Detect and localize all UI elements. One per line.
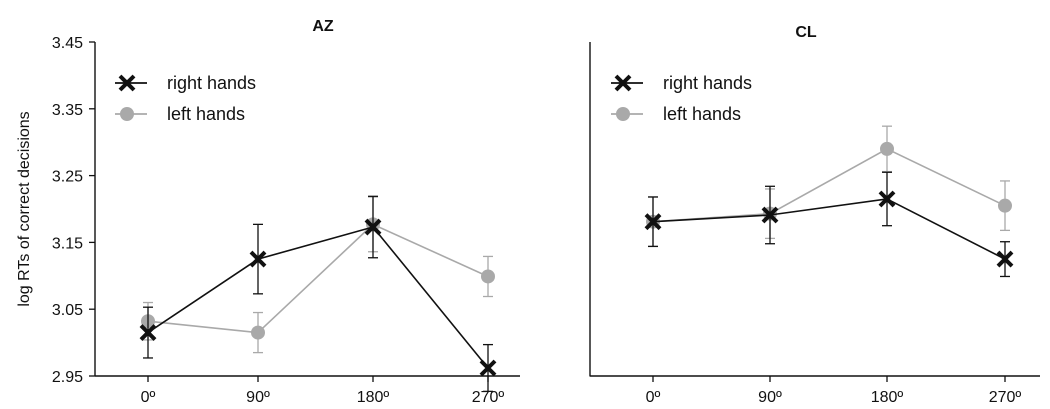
data-point [878, 190, 896, 208]
y-axis-label: log RTs of correct decisions [16, 111, 33, 306]
data-point [481, 269, 495, 284]
x-tick-label: 270º [989, 389, 1022, 406]
series-line-1 [652, 147, 1006, 223]
legend-marker-1 [616, 107, 630, 121]
legend-marker-0 [614, 74, 632, 92]
y-tick-label: 3.15 [52, 235, 83, 252]
x-tick-label: 180º [871, 389, 904, 406]
y-tick-label: 3.35 [52, 102, 83, 119]
panel-cl: 0º 90º 180º 270º CL right hands left hands [589, 24, 1040, 406]
y-tick-label: 3.25 [52, 169, 83, 186]
data-point [364, 218, 382, 236]
panel-az: 3.45 3.35 3.25 3.15 3.05 2.95 0º 90º 180º 270º AZ l… [16, 18, 520, 406]
x-tick-label: 180º [357, 389, 390, 406]
y-tick-label: 3.45 [52, 35, 83, 52]
y-tick-label: 2.95 [52, 369, 83, 386]
x-tick-label: 0º [141, 389, 156, 406]
data-point [249, 250, 267, 268]
data-point [644, 213, 662, 231]
legend-label-0: right hands [663, 73, 752, 93]
data-point [479, 359, 497, 377]
x-tick-label: 90º [246, 389, 270, 406]
data-point [996, 250, 1014, 268]
x-tick-label: 90º [758, 389, 782, 406]
data-point [880, 141, 894, 156]
series-line-0 [652, 198, 1006, 260]
legend-marker-0 [118, 74, 136, 92]
chart-title: AZ [312, 18, 334, 35]
x-tick-label: 0º [646, 389, 661, 406]
series-line-1 [147, 223, 489, 334]
series-line-0 [147, 226, 489, 369]
data-point [251, 325, 265, 340]
data-point [139, 324, 157, 341]
legend-label-1: left hands [663, 104, 741, 124]
legend-label-1: left hands [167, 104, 245, 124]
legend-label-0: right hands [167, 73, 256, 93]
data-point [998, 198, 1012, 213]
data-point [761, 206, 779, 224]
legend-marker-1 [120, 107, 134, 121]
chart-title: CL [795, 24, 817, 41]
y-tick-label: 3.05 [52, 302, 83, 319]
x-tick-label: 270º [472, 389, 505, 406]
